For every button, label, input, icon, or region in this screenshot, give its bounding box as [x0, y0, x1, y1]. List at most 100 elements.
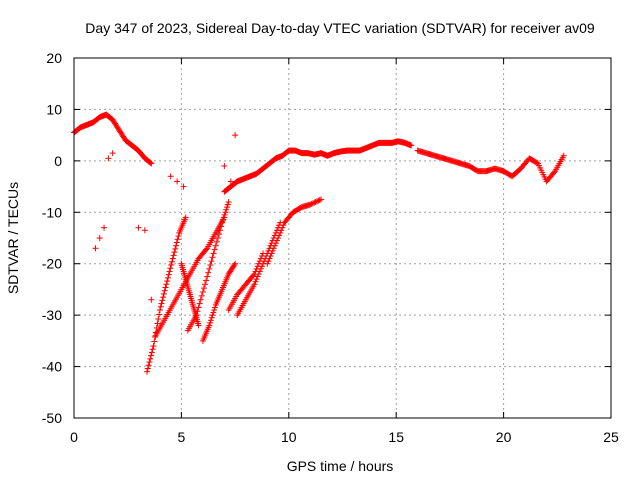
data-point: [207, 319, 214, 326]
data-point: [146, 359, 153, 366]
data-point: [168, 262, 175, 268]
data-point: [141, 227, 148, 234]
data-point: [258, 263, 265, 270]
data-point: [209, 312, 216, 319]
data-point: [193, 312, 200, 319]
data-point: [150, 343, 157, 349]
data-point: [279, 224, 286, 231]
data-point: [170, 252, 177, 259]
data-point: [220, 217, 227, 223]
data-point: [164, 278, 171, 285]
data-point: [252, 278, 259, 285]
data-point: [313, 198, 320, 205]
data-point: [147, 159, 154, 166]
data-point: [232, 260, 239, 267]
data-point: [276, 232, 283, 239]
data-point: [278, 227, 285, 234]
data-point: [151, 338, 158, 345]
data-point: [165, 271, 172, 278]
data-point: [264, 260, 271, 267]
data-point: [268, 250, 275, 257]
data-point: [253, 276, 260, 283]
data-point: [175, 233, 182, 240]
data-point: [207, 262, 214, 268]
data-point: [180, 183, 187, 190]
data-point: [154, 320, 161, 327]
data-point: [195, 322, 202, 329]
data-point: [196, 300, 203, 307]
data-point: [169, 258, 176, 265]
data-point: [195, 304, 202, 311]
data-point: [205, 269, 212, 276]
data-point: [96, 235, 103, 241]
data-point: [231, 262, 238, 268]
data-point: [101, 224, 108, 231]
data-point: [148, 296, 155, 303]
data-marks: [71, 111, 567, 375]
data-point: [148, 160, 155, 167]
series-small-cluster: [92, 132, 239, 303]
data-point: [210, 309, 217, 316]
data-point: [315, 197, 322, 204]
series-dive-trace-5: [199, 260, 239, 344]
data-point: [318, 196, 325, 203]
series-dive-trace-2: [152, 214, 228, 339]
data-point: [157, 303, 164, 310]
data-point: [224, 204, 231, 211]
data-point: [160, 294, 167, 301]
data-point: [148, 349, 155, 356]
data-point: [275, 235, 282, 241]
data-point: [166, 268, 173, 275]
data-point: [254, 273, 261, 280]
chart-title: Day 347 of 2023, Sidereal Day-to-day VTE…: [85, 20, 595, 36]
data-point: [202, 281, 209, 288]
data-point: [551, 169, 558, 176]
data-point: [174, 236, 181, 243]
data-point: [213, 238, 220, 245]
data-point: [211, 246, 218, 253]
data-point: [197, 296, 204, 303]
data-point: [272, 240, 279, 247]
data-point: [271, 242, 278, 249]
data-point: [232, 132, 239, 139]
data-point: [220, 214, 227, 221]
plot-frame: [73, 57, 612, 419]
data-point: [203, 246, 210, 253]
series-main-trace: [71, 111, 155, 167]
data-point: [135, 224, 142, 231]
data-point: [160, 290, 167, 297]
data-point: [167, 265, 174, 272]
y-axis-label: SDTVAR / TECUs: [5, 182, 21, 294]
data-point: [206, 322, 213, 329]
data-point: [144, 365, 151, 372]
data-point: [227, 178, 234, 185]
data-point: [155, 316, 162, 322]
data-point: [163, 281, 170, 288]
data-point: [218, 223, 225, 230]
y-tick-label: -10: [42, 204, 62, 220]
data-point: [273, 237, 280, 244]
data-point: [311, 199, 318, 206]
data-point: [214, 235, 221, 241]
data-point: [308, 200, 315, 207]
series-dive-trace-6: [225, 250, 267, 313]
y-tick-label: -30: [42, 307, 62, 323]
x-axis-label: GPS time / hours: [287, 458, 394, 474]
data-point: [148, 352, 155, 359]
data-point: [204, 273, 211, 280]
data-point: [105, 155, 112, 162]
data-point: [221, 163, 228, 169]
x-tick-label: 5: [178, 429, 186, 445]
data-point: [280, 222, 287, 229]
x-tick-label: 10: [281, 429, 297, 445]
data-point: [307, 201, 314, 208]
data-point: [208, 258, 215, 265]
y-tick-label: 0: [54, 153, 62, 169]
data-point: [256, 268, 263, 275]
data-point: [152, 334, 159, 340]
data-point: [210, 250, 217, 257]
data-point: [167, 173, 174, 180]
data-point: [173, 242, 180, 249]
series-upper-trace-mid: [221, 138, 415, 195]
